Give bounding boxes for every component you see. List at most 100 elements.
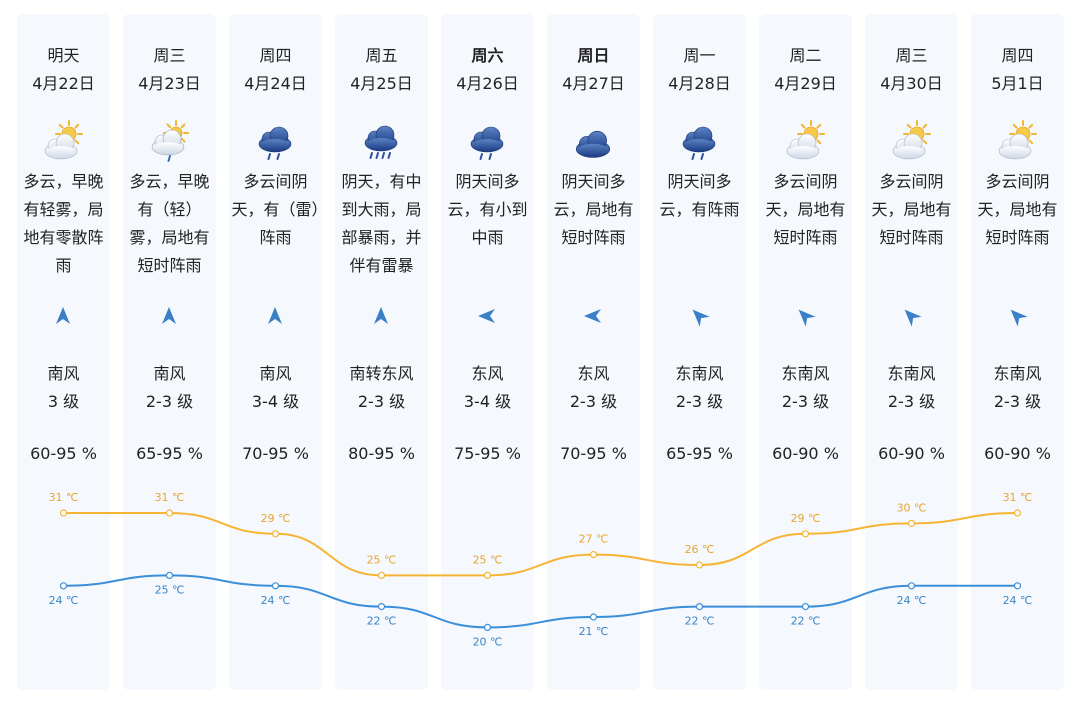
humidity: 60-95 % bbox=[30, 444, 97, 463]
partly-cloudy-icon bbox=[892, 120, 931, 160]
weekday-label: 周二 bbox=[789, 46, 822, 65]
weekday-label: 周日 bbox=[577, 46, 610, 65]
weekday-label: 周四 bbox=[1001, 46, 1034, 65]
weather-description: 多云，早晚有轻雾，局地有零散阵雨 bbox=[23, 172, 104, 275]
high-temp-point bbox=[483, 571, 492, 580]
partly-cloudy-icon bbox=[786, 120, 825, 160]
wind-level: 2-3 级 bbox=[569, 392, 618, 411]
day-column: 周一 4月28日 阴天间多云，有阵雨 东南风 2-3 级 65-95 % bbox=[653, 14, 746, 690]
wind-direction-icon bbox=[692, 309, 710, 327]
humidity: 65-95 % bbox=[666, 444, 733, 463]
date-label: 4月30日 bbox=[880, 74, 943, 93]
overcast-icon bbox=[575, 130, 611, 158]
high-temp-point bbox=[907, 519, 916, 528]
high-temp-label: 30 ℃ bbox=[897, 501, 927, 514]
weather-description: 多云间阴天，局地有短时阵雨 bbox=[871, 172, 952, 247]
low-temp-line bbox=[63, 574, 1018, 629]
low-temp-point bbox=[165, 571, 174, 580]
day-column: 周日 4月27日 阴天间多云，局地有短时阵雨 东风 2-3 级 70-95 % bbox=[547, 14, 640, 690]
date-label: 4月26日 bbox=[456, 74, 519, 93]
rain-icon bbox=[470, 126, 504, 160]
low-temp-point bbox=[271, 582, 280, 590]
high-temp-label: 31 ℃ bbox=[1003, 491, 1033, 504]
low-temp-point bbox=[59, 582, 68, 590]
wind-direction: 东南风 bbox=[887, 364, 936, 383]
wind-direction-icon bbox=[478, 309, 495, 323]
wind-direction: 东南风 bbox=[781, 364, 830, 383]
high-temp-label: 25 ℃ bbox=[473, 553, 503, 566]
high-temp-point bbox=[271, 530, 280, 538]
high-temp-point bbox=[59, 509, 68, 517]
wind-level: 3-4 级 bbox=[463, 392, 512, 411]
high-temp-label: 31 ℃ bbox=[155, 491, 185, 504]
weather-description: 阴天间多云，有阵雨 bbox=[659, 172, 740, 219]
high-temp-point bbox=[695, 561, 704, 569]
humidity: 65-95 % bbox=[136, 444, 203, 463]
wind-direction-icon bbox=[268, 307, 282, 324]
wind-direction: 东风 bbox=[471, 364, 504, 383]
wind-direction-icon bbox=[162, 307, 176, 324]
high-temp-label: 27 ℃ bbox=[579, 533, 609, 546]
weekday-label: 周一 bbox=[683, 46, 716, 65]
date-label: 4月25日 bbox=[350, 74, 413, 93]
humidity: 75-95 % bbox=[454, 444, 521, 463]
day-column: 明天 4月22日 多云，早晚有轻雾，局地有零散阵雨 南风 3 级 60-95 % bbox=[17, 14, 110, 690]
weekday-label: 周三 bbox=[153, 46, 186, 65]
weather-description: 多云间阴天，有（雷）阵雨 bbox=[231, 172, 320, 247]
high-temp-line bbox=[63, 511, 1018, 577]
high-temp-label: 29 ℃ bbox=[261, 512, 291, 525]
weather-description: 多云间阴天，局地有短时阵雨 bbox=[765, 172, 846, 247]
date-label: 4月22日 bbox=[32, 74, 95, 93]
high-temp-label: 25 ℃ bbox=[367, 553, 397, 566]
weekday-label: 周四 bbox=[259, 46, 292, 65]
wind-level: 2-3 级 bbox=[887, 392, 936, 411]
low-temp-point bbox=[695, 602, 704, 611]
partly-cloudy-icon bbox=[44, 120, 83, 160]
high-temp-point bbox=[165, 509, 174, 517]
date-label: 4月28日 bbox=[668, 74, 731, 93]
cloudy-sun-drizzle-icon bbox=[151, 120, 189, 162]
low-temp-point bbox=[483, 623, 492, 632]
weekday-label: 明天 bbox=[47, 46, 80, 65]
low-temp-label: 25 ℃ bbox=[155, 583, 185, 596]
high-temp-point bbox=[377, 571, 386, 580]
date-label: 4月29日 bbox=[774, 74, 837, 93]
low-temp-label: 22 ℃ bbox=[685, 615, 715, 628]
high-temp-label: 31 ℃ bbox=[49, 491, 79, 504]
humidity: 70-95 % bbox=[242, 444, 309, 463]
low-temp-label: 22 ℃ bbox=[367, 615, 397, 628]
high-temp-point bbox=[589, 550, 598, 559]
low-temp-label: 24 ℃ bbox=[49, 594, 79, 607]
date-label: 4月23日 bbox=[138, 74, 201, 93]
wind-direction: 南风 bbox=[153, 364, 186, 383]
wind-direction: 南转东风 bbox=[349, 364, 414, 383]
humidity: 60-90 % bbox=[878, 444, 945, 463]
date-label: 5月1日 bbox=[991, 74, 1044, 93]
high-temp-label: 29 ℃ bbox=[791, 512, 821, 525]
wind-direction-icon bbox=[584, 309, 601, 323]
low-temp-label: 24 ℃ bbox=[1003, 594, 1033, 607]
wind-level: 2-3 级 bbox=[993, 392, 1042, 411]
wind-level: 2-3 级 bbox=[145, 392, 194, 411]
wind-level: 3 级 bbox=[47, 392, 80, 411]
wind-level: 2-3 级 bbox=[357, 392, 406, 411]
wind-direction: 东南风 bbox=[675, 364, 724, 383]
low-temp-point bbox=[377, 602, 386, 611]
humidity: 80-95 % bbox=[348, 444, 415, 463]
low-temp-point bbox=[801, 602, 810, 611]
date-label: 4月27日 bbox=[562, 74, 625, 93]
humidity: 70-95 % bbox=[560, 444, 627, 463]
low-temp-label: 24 ℃ bbox=[261, 594, 291, 607]
rain-icon bbox=[682, 126, 716, 160]
heavy-rain-icon bbox=[364, 125, 398, 159]
day-column: 周三 4月30日 多云间阴天，局地有短时阵雨 东南风 2-3 级 60-90 % bbox=[865, 14, 958, 690]
day-column: 周四 4月24日 多云间阴天，有（雷）阵雨 南风 3-4 级 70-95 % bbox=[229, 14, 322, 690]
weather-description: 阴天间多云，有小到中雨 bbox=[447, 172, 528, 247]
wind-direction-icon bbox=[374, 307, 388, 324]
day-column: 周四 5月1日 多云间阴天，局地有短时阵雨 东南风 2-3 级 60-90 % bbox=[971, 14, 1064, 690]
wind-direction-icon bbox=[56, 307, 70, 324]
weather-description: 多云，早晚有（轻）雾，局地有短时阵雨 bbox=[129, 172, 210, 275]
wind-direction-icon bbox=[798, 309, 816, 327]
wind-direction: 东南风 bbox=[993, 364, 1042, 383]
